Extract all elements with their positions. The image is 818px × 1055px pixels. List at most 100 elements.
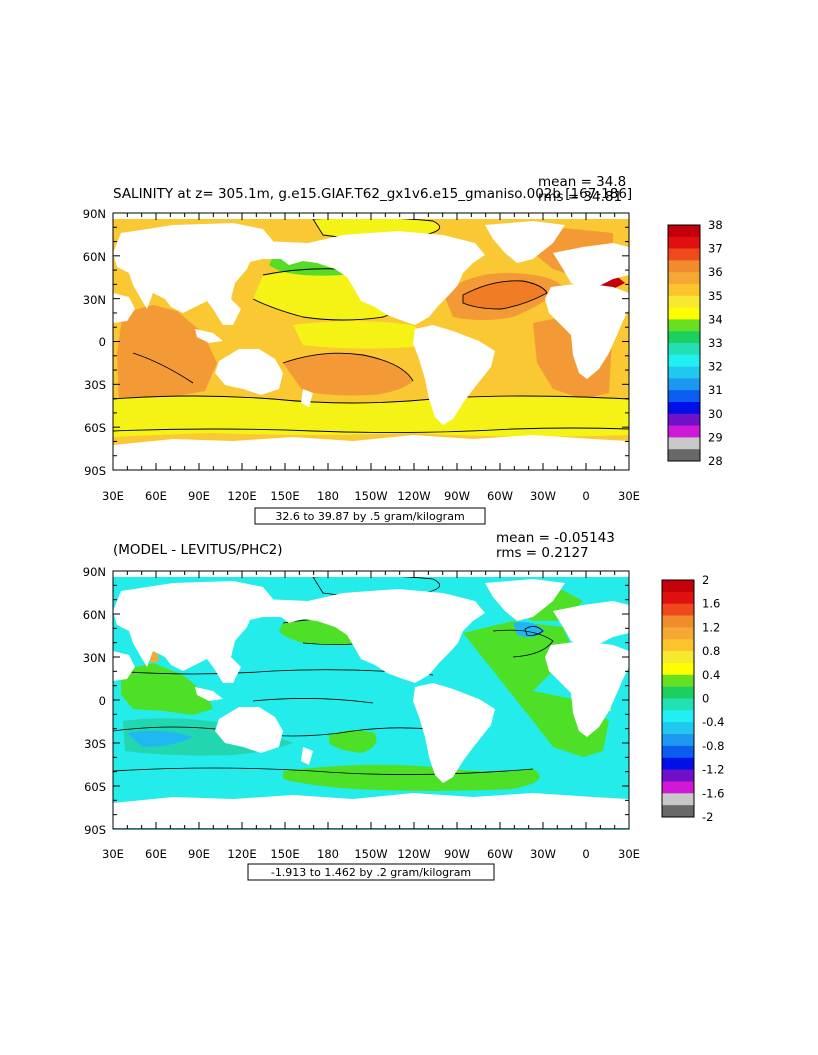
- lon-label: 60E: [145, 847, 167, 861]
- colorbar-swatch: [668, 402, 700, 415]
- top-lat-label: 90S: [84, 464, 106, 478]
- colorbar-swatch: [662, 769, 694, 782]
- lon-label: 30W: [530, 489, 556, 503]
- top-lat-label: 0: [99, 335, 106, 349]
- colorbar-label: 0.8: [702, 644, 720, 658]
- colorbar-label: 2: [702, 573, 709, 587]
- colorbar-label: 1.6: [702, 597, 720, 611]
- bottom-lat-label: 0: [99, 694, 106, 708]
- bottom-lon-labels: 30E 60E 90E 120E 150E 180 150W 120W 90W 60W 30W 0 30…: [102, 847, 640, 861]
- colorbar-label: 30: [708, 407, 723, 421]
- colorbar-swatch: [668, 295, 700, 308]
- colorbar-label: -0.8: [702, 739, 724, 753]
- colorbar-swatch: [668, 260, 700, 273]
- bottom-lat-label: 30S: [84, 737, 106, 751]
- colorbar-label: 31: [708, 383, 723, 397]
- bottom-lat-labels: 90N 60N 30N 0 30S 60S 90S: [83, 565, 106, 837]
- lon-label: 30E: [618, 489, 640, 503]
- colorbar-swatch: [662, 580, 694, 593]
- colorbar-swatch: [662, 591, 694, 604]
- colorbar-swatch: [662, 745, 694, 759]
- lon-label: 150W: [354, 489, 387, 503]
- bottom-contours: [113, 575, 554, 775]
- colorbar-label: 37: [708, 242, 723, 256]
- colorbar-frame: [667, 224, 701, 462]
- colorbar-swatch: [668, 307, 700, 320]
- bottom-band-atlantic: [463, 621, 609, 757]
- colorbar-swatch: [662, 651, 694, 664]
- lon-label: 120W: [397, 489, 430, 503]
- colorbar-swatch: [668, 437, 700, 450]
- top-colorbar: 38 37 36 35 34 33 32 31 30 29 28: [667, 218, 723, 468]
- lon-label: 90E: [188, 847, 210, 861]
- colorbar-swatch: [668, 343, 700, 356]
- lon-label: 150E: [270, 489, 299, 503]
- top-band-indian: [117, 305, 217, 401]
- bottom-lat-label: 60N: [83, 608, 106, 622]
- lon-label: 30E: [618, 847, 640, 861]
- top-lat-label: 30N: [83, 293, 106, 307]
- colorbar-label: 34: [708, 312, 723, 326]
- top-panel: mean = 34.8 rms = 34.81 SALINITY at z= 3…: [83, 174, 723, 525]
- top-band-north-atlantic-core: [463, 280, 547, 309]
- bottom-title: (MODEL - LEVITUS/PHC2): [113, 542, 283, 558]
- bottom-lat-label: 30N: [83, 651, 106, 665]
- bottom-band-southern-green: [283, 764, 540, 791]
- lon-label: 60W: [487, 489, 513, 503]
- colorbar-swatch: [668, 319, 700, 332]
- top-rms: rms = 34.81: [538, 189, 622, 205]
- colorbar-swatch: [668, 331, 700, 344]
- bottom-rms: rms = 0.2127: [496, 545, 589, 561]
- colorbar-label: 33: [708, 336, 723, 350]
- colorbar-swatch: [662, 710, 694, 723]
- top-lat-label: 60N: [83, 250, 106, 264]
- colorbar-swatch: [662, 757, 694, 770]
- bottom-band-south-pacific-green: [329, 730, 377, 753]
- bottom-lat-label: 90N: [83, 565, 106, 579]
- top-range-box: 32.6 to 39.87 by .5 gram/kilogram: [254, 507, 486, 525]
- lon-label: 60W: [487, 847, 513, 861]
- colorbar-swatch: [662, 698, 694, 711]
- colorbar-swatch: [668, 413, 700, 426]
- colorbar-swatch: [662, 722, 694, 735]
- colorbar-swatch: [668, 390, 700, 403]
- top-title: SALINITY at z= 305.1m, g.e15.GIAF.T62_gx…: [113, 186, 632, 202]
- colorbar-label: 0.4: [702, 668, 720, 682]
- colorbar-label: 38: [708, 218, 723, 232]
- colorbar-swatch: [668, 354, 700, 367]
- colorbar-swatch: [668, 378, 700, 391]
- lon-label: 180: [317, 489, 339, 503]
- colorbar-label: 0: [702, 692, 709, 706]
- lon-label: 90E: [188, 489, 210, 503]
- colorbar-swatch: [662, 615, 694, 628]
- bottom-lat-label: 60S: [84, 780, 106, 794]
- colorbar-swatch: [662, 793, 694, 806]
- bottom-colorbar: 2 1.6 1.2 0.8 0.4 0 -0.4 -0.8 -1.2 -1.6 -2: [661, 573, 724, 824]
- colorbar-swatch: [662, 662, 694, 676]
- colorbar-swatch: [668, 284, 700, 297]
- lon-label: 60E: [145, 489, 167, 503]
- colorbar-swatch: [668, 449, 700, 462]
- colorbar-swatch: [668, 425, 700, 438]
- lon-label: 30W: [530, 847, 556, 861]
- bottom-band-blue: [127, 730, 193, 747]
- colorbar-swatch: [662, 686, 694, 699]
- bottom-mean: mean = -0.05143: [496, 530, 615, 546]
- top-band-south-pacific: [283, 353, 413, 396]
- colorbar-label: 29: [708, 430, 723, 444]
- lon-label: 120W: [397, 847, 430, 861]
- colorbar-label: 32: [708, 360, 723, 374]
- colorbar-swatch: [668, 366, 700, 379]
- top-band-southern: [113, 396, 629, 437]
- colorbar-label: -1.6: [702, 786, 724, 800]
- colorbar-label: 28: [708, 454, 723, 468]
- top-lat-label: 60S: [84, 421, 106, 435]
- colorbar-label: 35: [708, 289, 723, 303]
- top-lat-label: 90N: [83, 207, 106, 221]
- colorbar-label: -2: [702, 810, 713, 824]
- colorbar-label: -0.4: [702, 715, 724, 729]
- colorbar-label: 1.2: [702, 620, 720, 634]
- bottom-band-indian: [121, 663, 213, 715]
- bottom-range-text: -1.913 to 1.462 by .2 gram/kilogram: [271, 866, 471, 879]
